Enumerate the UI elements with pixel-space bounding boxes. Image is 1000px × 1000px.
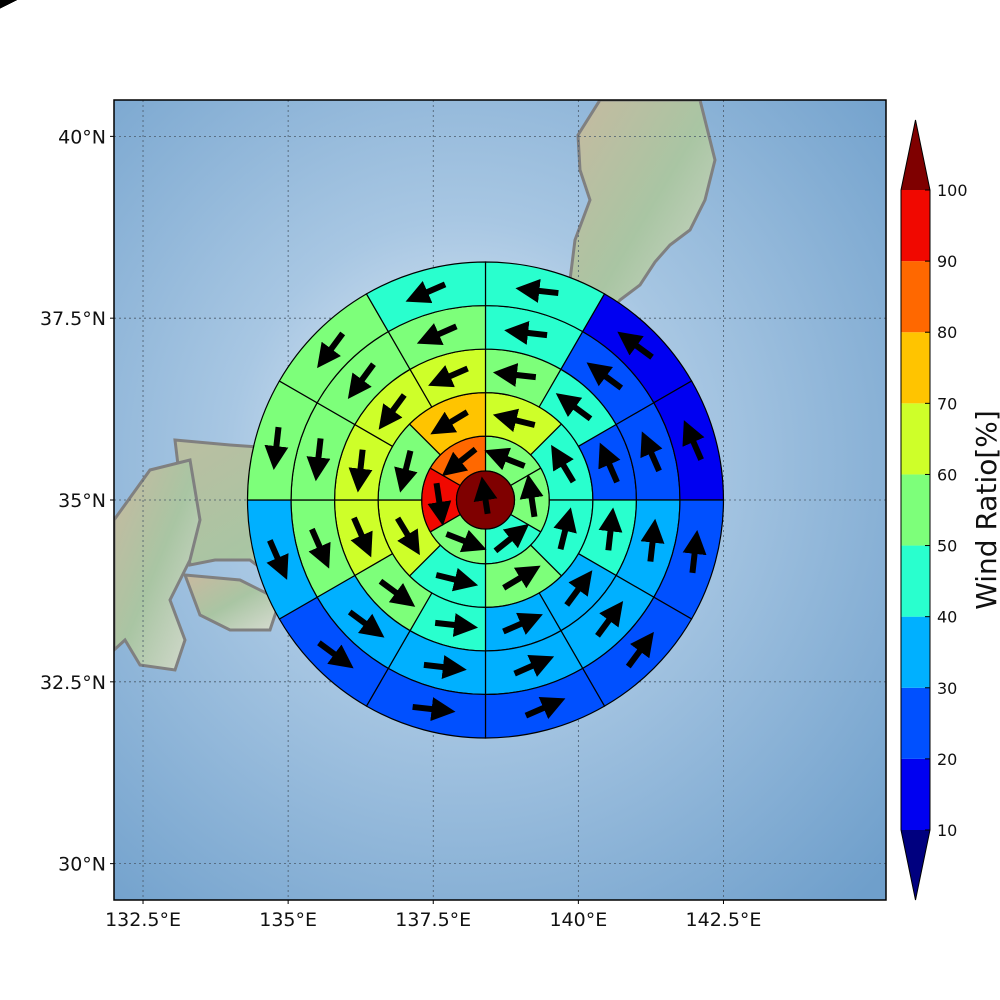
- wind-vector-r1-s4: [445, 529, 487, 553]
- wind-vector-r1-s1: [484, 447, 526, 471]
- x-tick-label-0: 132.5°E: [105, 909, 181, 931]
- colorbar-tick-label-6: 70: [937, 394, 957, 413]
- wind-vector-r4-s8: [347, 609, 385, 638]
- wind-vector-r3-s1: [492, 363, 537, 387]
- wind-vector-r2-s1: [492, 408, 536, 433]
- wind-vector-r1-s3: [493, 523, 530, 554]
- wind-vector-r2-s7: [394, 450, 418, 493]
- y-tick-label-2: 35°N: [58, 490, 106, 512]
- y-tick-label-4: 40°N: [58, 126, 106, 148]
- wind-vector-r5-s12: [405, 281, 447, 304]
- wind-vector-r2-s6: [395, 516, 420, 556]
- wind-vector-r3-s8: [378, 578, 416, 607]
- colorbar-bin-0: [901, 758, 930, 830]
- colorbar-tick-label-3: 40: [937, 608, 957, 627]
- wind-vector-r2-s8: [430, 409, 469, 435]
- wind-vector-r1-s5: [427, 482, 452, 526]
- wind-vector-r5-s6: [524, 696, 566, 719]
- colorbar-tick-label-4: 50: [937, 537, 957, 556]
- colorbar-tick-label-9: 100: [937, 181, 968, 200]
- wind-vector-r3-s3: [598, 442, 621, 484]
- wind-vector-r4-s3: [640, 431, 663, 473]
- y-tick-label-3: 37.5°N: [40, 308, 106, 330]
- wind-vector-r4-s10: [306, 438, 331, 482]
- x-tick-label-4: 142.5°E: [686, 909, 762, 931]
- wind-vector-r3-s7: [434, 613, 479, 637]
- x-axis-ticks: 132.5°E 135°E 137.5°E 140°E 142.5°E: [105, 900, 761, 931]
- wind-vector-r4-s6: [513, 654, 555, 677]
- map-panel: [0, 0, 887, 901]
- wind-vector-r5-s4: [682, 529, 707, 574]
- wind-vector-r5-s8: [317, 640, 354, 669]
- x-tick-label-3: 140°E: [549, 909, 607, 931]
- y-axis-ticks: 30°N 32.5°N 35°N 37.5°N 40°N: [40, 126, 114, 876]
- wind-vector-r2-s4: [502, 565, 541, 591]
- colorbar: 10 20 30 40 50 60 70 80 90 100 Wind Ratio[%]: [900, 119, 1000, 901]
- wind-vectors: [264, 278, 707, 722]
- wind-vector-r3-s2: [555, 393, 593, 422]
- x-tick-label-1: 135°E: [259, 909, 317, 931]
- wind-vector-r3-s11: [378, 393, 407, 430]
- colorbar-tick-label-0: 10: [937, 821, 957, 840]
- colorbar-tick-label-8: 90: [937, 252, 957, 271]
- wind-vector-r1-s2: [519, 474, 544, 518]
- wind-vector-r5-s7: [412, 697, 456, 722]
- wind-vector-r5-s10: [264, 426, 289, 471]
- wind-vector-r1-s6: [441, 446, 478, 477]
- colorbar-bin-3: [901, 545, 930, 617]
- wind-vector-r3-s4: [598, 507, 623, 551]
- wind-vector-r5-s3: [682, 420, 705, 461]
- wind-vector-center: [473, 476, 498, 515]
- colorbar-tick-label-5: 60: [937, 465, 957, 484]
- colorbar-tick-label-2: 30: [937, 679, 957, 698]
- wind-vector-r2-s5: [435, 567, 479, 592]
- wind-vector-r3-s9: [350, 516, 373, 558]
- colorbar-label: Wind Ratio[%]: [970, 410, 1000, 610]
- y-tick-label-1: 32.5°N: [40, 672, 106, 694]
- wind-vector-r4-s7: [423, 655, 467, 679]
- land-shikoku: [182, 573, 282, 632]
- wind-vector-r3-s5: [564, 570, 593, 607]
- wind-vector-r3-s6: [502, 612, 543, 635]
- colorbar-tick-label-7: 80: [937, 323, 957, 342]
- colorbar-tick-label-1: 20: [937, 750, 957, 769]
- wind-vector-r5-s2: [617, 331, 654, 360]
- wind-vector-r5-s5: [625, 631, 654, 669]
- wind-vector-r4-s11: [347, 362, 376, 399]
- wind-vector-r5-s9: [266, 539, 289, 580]
- land-kyushu-shikoku: [114, 458, 202, 672]
- wind-vector-r2-s3: [553, 507, 577, 550]
- wind-vector-r4-s1: [504, 321, 548, 345]
- colorbar-bin-5: [901, 403, 930, 475]
- wind-vector-r5-s11: [317, 331, 346, 369]
- wind-vector-r4-s4: [640, 518, 665, 562]
- colorbar-bin-4: [901, 474, 930, 546]
- colorbar-bin-2: [901, 616, 930, 688]
- x-tick-label-2: 137.5°E: [395, 909, 471, 931]
- wind-vector-r4-s12: [416, 323, 458, 346]
- colorbar-over-triangle: [901, 120, 930, 190]
- wind-vector-r4-s2: [586, 362, 624, 391]
- wind-vector-r4-s9: [308, 527, 331, 569]
- y-tick-label-0: 30°N: [58, 854, 106, 876]
- colorbar-bin-1: [901, 687, 930, 759]
- colorbar-bin-6: [901, 332, 930, 404]
- wind-vector-r5-s1: [515, 278, 559, 303]
- wind-vector-r3-s12: [428, 365, 469, 388]
- wind-vector-r2-s2: [551, 444, 576, 484]
- wind-vector-r4-s5: [595, 601, 624, 638]
- colorbar-bin-8: [901, 190, 930, 262]
- colorbar-under-triangle: [901, 830, 930, 900]
- colorbar-bin-7: [901, 261, 930, 333]
- wind-vector-r3-s10: [348, 449, 373, 493]
